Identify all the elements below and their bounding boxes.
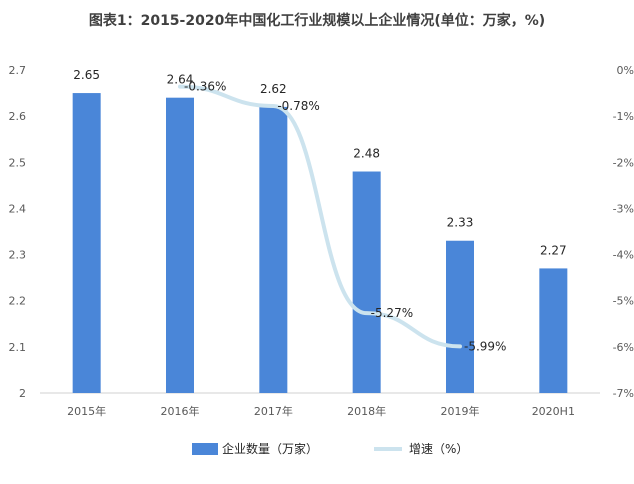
- bars-layer: [72, 93, 568, 394]
- x-tick-label: 2019年: [441, 404, 480, 418]
- y-left-tick-label: 2.1: [9, 341, 27, 354]
- growth-line: [178, 84, 462, 349]
- y-right-tick-label: -2%: [613, 156, 634, 169]
- line-data-label: -5.99%: [464, 339, 506, 353]
- bar-data-label: 2.48: [353, 147, 380, 161]
- bar-data-label: 2.64: [167, 73, 194, 87]
- y-right-tick-label: -6%: [613, 341, 634, 354]
- y-left-tick-label: 2.7: [9, 64, 27, 77]
- x-tick-label: 2017年: [254, 404, 293, 418]
- bar-data-label: 2.27: [540, 243, 567, 257]
- legend-line-label: 增速（%）: [409, 442, 468, 456]
- x-tick-label: 2016年: [161, 404, 200, 418]
- y-right-tick-label: -7%: [613, 387, 634, 400]
- axes-layer: 2 2.1 2.2 2.3 2.4 2.5 2.6 2.7 0% -1% -2% -3% -4% -5% -…: [9, 64, 634, 418]
- bar: [259, 106, 288, 394]
- bar-data-label: 2.62: [260, 82, 287, 96]
- bar: [446, 240, 474, 393]
- line-data-label: -0.78%: [277, 99, 319, 113]
- legend-bar-swatch: [192, 443, 218, 455]
- y-left-tick-label: 2.5: [9, 156, 27, 169]
- y-right-tick-label: -1%: [613, 110, 634, 123]
- bar: [72, 93, 101, 394]
- y-right-tick-label: -5%: [613, 295, 634, 308]
- bar: [352, 171, 381, 393]
- x-tick-label: 2020H1: [532, 405, 575, 418]
- line-layer: [178, 84, 462, 349]
- y-left-tick-label: 2.4: [9, 202, 27, 215]
- x-tick-label: 2015年: [67, 404, 106, 418]
- y-left-tick-label: 2.3: [9, 249, 27, 262]
- line-data-label: -0.36%: [184, 80, 226, 94]
- chart-title: 图表1：2015-2020年中国化工行业规模以上企业情况(单位：万家，%): [88, 13, 546, 29]
- bar: [166, 97, 194, 393]
- y-left-tick-label: 2: [19, 387, 26, 400]
- bar: [539, 268, 568, 393]
- legend: 企业数量（万家） 增速（%）: [192, 441, 468, 456]
- x-tick-label: 2018年: [347, 404, 386, 418]
- y-right-tick-label: -3%: [613, 202, 634, 215]
- legend-bar-label: 企业数量（万家）: [222, 441, 318, 456]
- bar-data-label: 2.33: [447, 216, 474, 230]
- y-left-tick-label: 2.6: [9, 110, 27, 123]
- labels-layer: 2.65 2.64 2.62 2.48 2.33 2.27 -0.36% -0.78% -5.2…: [73, 68, 566, 353]
- line-data-label: -5.27%: [371, 306, 413, 320]
- y-left-tick-label: 2.2: [9, 295, 27, 308]
- bar-data-label: 2.65: [73, 68, 100, 82]
- y-right-tick-label: 0%: [617, 64, 634, 77]
- y-right-tick-label: -4%: [613, 249, 634, 262]
